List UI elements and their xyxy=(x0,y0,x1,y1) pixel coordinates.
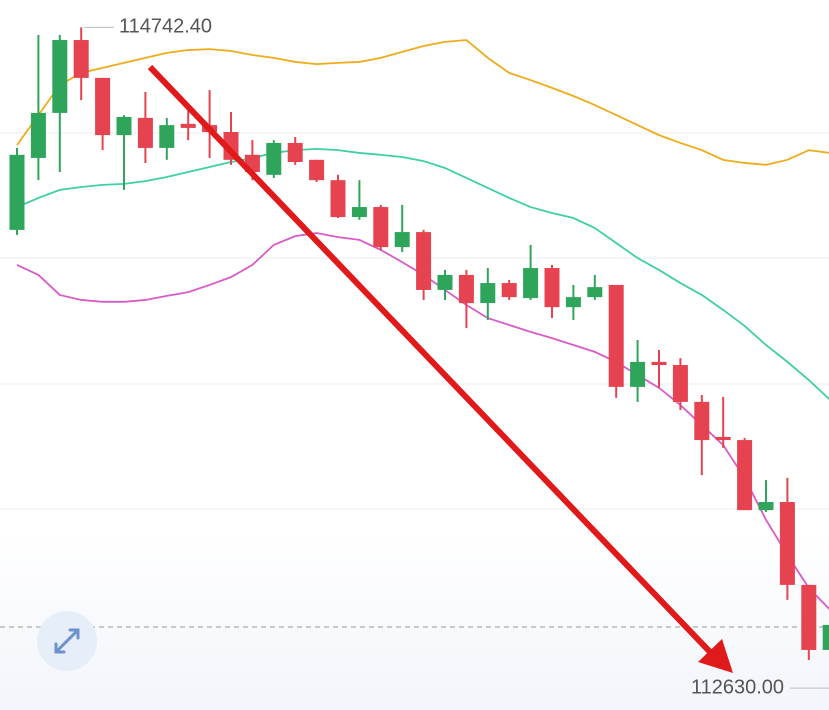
candle-body xyxy=(116,116,132,136)
candle-body xyxy=(351,207,367,218)
candle-body xyxy=(587,287,603,298)
high-label: 114742.40 xyxy=(119,16,212,38)
candle-body xyxy=(801,584,817,650)
candle-body xyxy=(779,502,795,585)
candle-body xyxy=(373,207,389,248)
candle-body xyxy=(309,159,325,181)
candle-body xyxy=(715,436,731,441)
candle-body xyxy=(694,401,710,441)
candle-body xyxy=(737,440,753,511)
band-line xyxy=(16,39,829,166)
candle-body xyxy=(9,154,25,230)
arrow-shaft xyxy=(147,64,715,657)
arrow-head xyxy=(698,639,733,673)
candle-body xyxy=(330,180,346,218)
candle-body xyxy=(501,283,517,298)
candle-body xyxy=(651,361,667,366)
expand-icon[interactable] xyxy=(54,628,80,654)
candle-body xyxy=(458,274,474,304)
candle-body xyxy=(480,283,496,304)
band-line xyxy=(16,147,829,401)
candle-body xyxy=(73,40,89,78)
bottom-fade xyxy=(0,530,829,710)
candle-body xyxy=(95,77,111,136)
candle-body xyxy=(159,125,175,148)
candle-body xyxy=(758,502,774,511)
candle-body xyxy=(822,624,829,650)
candle-body xyxy=(266,142,282,175)
candle-body xyxy=(630,361,646,387)
candle-body xyxy=(394,232,410,248)
candle-body xyxy=(30,112,46,158)
low-label: 112630.00 xyxy=(691,676,784,698)
candle-body xyxy=(137,117,153,148)
candle-body xyxy=(565,297,581,308)
plot: 114742.40 112630.00 xyxy=(9,16,829,698)
candle-body xyxy=(608,284,624,387)
expand-button[interactable] xyxy=(37,611,97,671)
candle-body xyxy=(544,268,560,308)
candle-body xyxy=(287,142,303,163)
candle-body xyxy=(416,232,432,290)
candle-body xyxy=(437,274,453,290)
candle-body xyxy=(180,123,196,128)
trend-arrow xyxy=(147,64,733,673)
candle-body xyxy=(523,268,539,299)
candle-body xyxy=(52,40,68,113)
candle-body xyxy=(672,365,688,402)
